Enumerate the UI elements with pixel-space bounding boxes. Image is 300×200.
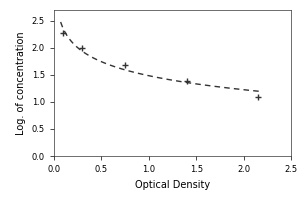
X-axis label: Optical Density: Optical Density bbox=[135, 180, 210, 190]
Y-axis label: Log. of concentration: Log. of concentration bbox=[16, 31, 26, 135]
